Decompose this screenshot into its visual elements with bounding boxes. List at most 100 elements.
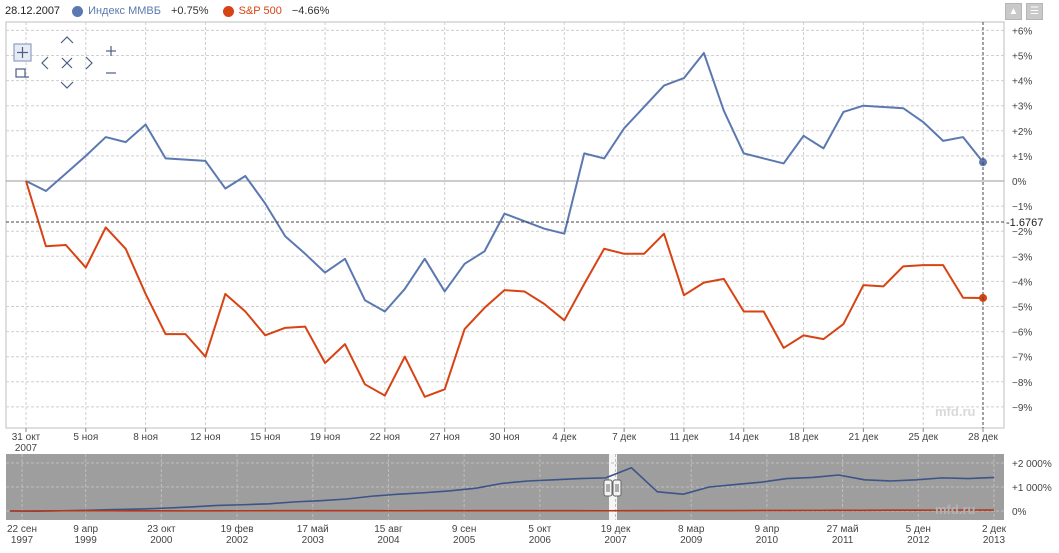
navigator-x-tick-label: 5 окт: [528, 524, 551, 535]
close-icon[interactable]: [61, 57, 73, 69]
navigator-x-tick-label: 2003: [302, 535, 325, 546]
navigator-x-tick-label: 19 дек: [601, 524, 631, 535]
legend-name-sp500: S&P 500: [238, 5, 282, 17]
navigator-y-axis: +2 000% +1 000% 0%: [1012, 459, 1052, 518]
x-tick-label: 12 ноя: [190, 432, 220, 443]
arrow-down-icon[interactable]: [60, 81, 74, 89]
series-line-0: [25, 51, 984, 313]
x-tick-label: 2007: [15, 443, 38, 454]
legend-change-moex: +0.75%: [170, 5, 209, 17]
navigator-series: [9, 467, 995, 513]
x-tick-label: 28 дек: [968, 432, 998, 443]
nav-controls: [13, 36, 116, 89]
legend-item-moex[interactable]: Индекс ММВБ +0.75%: [72, 5, 209, 17]
navigator-x-tick-label: 2012: [907, 535, 930, 546]
series-line-1: [25, 180, 984, 398]
x-tick-label: 21 дек: [849, 432, 879, 443]
arrow-left-icon[interactable]: [41, 56, 49, 70]
navigator-x-tick-label: 23 окт: [147, 524, 176, 535]
navigator-x-tick-label: 2009: [680, 535, 703, 546]
grid: [6, 22, 1004, 432]
y-tick-label: +1%: [1012, 152, 1032, 163]
x-tick-label: 31 окт: [12, 432, 41, 443]
y-tick-label: +2%: [1012, 127, 1032, 138]
y-tick-label: −5%: [1012, 303, 1032, 314]
y-tick-label: +4%: [1012, 77, 1032, 88]
navigator-series-line-0: [9, 467, 995, 513]
y-tick-label: −2%: [1012, 227, 1032, 238]
crosshair-label: -1.6767: [1006, 217, 1043, 229]
navigator-x-tick-label: 2007: [604, 535, 627, 546]
navigator-x-tick-label: 8 мар: [678, 524, 705, 535]
navigator-y-tick-label: 0%: [1012, 507, 1027, 518]
arrow-right-icon[interactable]: [85, 56, 93, 70]
navigator-x-tick-label: 2005: [453, 535, 476, 546]
y-tick-label: −4%: [1012, 277, 1032, 288]
legend-item-sp500[interactable]: S&P 500 −4.66%: [222, 5, 330, 17]
y-tick-label: −1%: [1012, 202, 1032, 213]
navigator-x-tick-label: 9 апр: [754, 524, 779, 535]
navigator-series-line-1: [9, 509, 995, 512]
x-tick-label: 4 дек: [552, 432, 577, 443]
x-tick-label: 25 дек: [908, 432, 938, 443]
y-tick-label: −6%: [1012, 328, 1032, 339]
navigator-y-tick-label: +2 000%: [1012, 459, 1052, 470]
navigator-y-tick-label: +1 000%: [1012, 483, 1052, 494]
navigator-x-tick-label: 15 авг: [374, 524, 403, 535]
x-tick-label: 11 дек: [669, 432, 699, 443]
legend-dot-sp500: [222, 5, 234, 17]
y-tick-label: +5%: [1012, 52, 1032, 63]
y-tick-label: +3%: [1012, 102, 1032, 113]
x-tick-label: 30 ноя: [489, 432, 519, 443]
x-tick-label: 22 ноя: [370, 432, 400, 443]
navigator-x-tick-label: 5 ден: [906, 524, 931, 535]
navigator-x-tick-label: 2013: [983, 535, 1006, 546]
legend-dot-moex: [72, 5, 84, 17]
x-tick-label: 8 ноя: [133, 432, 158, 443]
navigator-x-tick-label: 2004: [377, 535, 400, 546]
legend-change-sp500: −4.66%: [291, 5, 330, 17]
navigator-x-tick-label: 22 сен: [7, 524, 37, 535]
zoom-in-icon[interactable]: [106, 46, 116, 56]
y-tick-label: 0%: [1012, 177, 1027, 188]
x-tick-label: 15 ноя: [250, 432, 280, 443]
watermark: mfd.ru: [935, 404, 976, 419]
pin-icon[interactable]: ▲: [1005, 3, 1022, 20]
x-tick-label: 5 ноя: [73, 432, 98, 443]
navigator-x-tick-label: 9 сен: [452, 524, 476, 535]
navigator-handle[interactable]: [603, 479, 622, 497]
navigator-x-tick-label: 2 дек: [982, 524, 1007, 535]
navigator-x-tick-label: 2011: [832, 535, 854, 546]
legend-date: 28.12.2007: [5, 5, 61, 17]
y-tick-label: −8%: [1012, 378, 1032, 389]
x-tick-label: 7 дек: [612, 432, 637, 443]
navigator-x-tick-label: 2006: [529, 535, 552, 546]
navigator-x-tick-label: 19 фев: [221, 523, 254, 535]
y-axis: +6% +5% +4% +3% +2% +1% 0% −1% −2% −3% −4% −5% −6% −7…: [1012, 26, 1032, 413]
y-tick-label: +6%: [1012, 26, 1032, 37]
navigator-x-tick-label: 2000: [150, 535, 173, 546]
navigator-x-tick-label: 9 апр: [73, 524, 98, 535]
y-tick-label: −7%: [1012, 353, 1032, 364]
main-chart[interactable]: +6% +5% +4% +3% +2% +1% 0% −1% −2% −3% −4% −5% −6% −7…: [0, 0, 1059, 455]
menu-icon[interactable]: ☰: [1026, 3, 1043, 20]
y-tick-label: −3%: [1012, 252, 1032, 263]
chart-legend: 28.12.2007 Индекс ММВБ +0.75% S&P 500 −4…: [0, 0, 1059, 22]
navigator-watermark: mfd.ru: [935, 502, 976, 517]
arrow-up-icon[interactable]: [60, 36, 74, 44]
x-tick-label: 19 ноя: [310, 432, 340, 443]
x-tick-label: 18 дек: [789, 432, 819, 443]
navigator-x-tick-label: 1999: [75, 535, 98, 546]
reset-zoom-icon[interactable]: [15, 68, 29, 78]
x-tick-label: 14 дек: [729, 432, 759, 443]
chart-toolbar: ▲ ☰: [1005, 3, 1043, 20]
navigator-x-tick-label: 2002: [226, 535, 249, 546]
legend-name-moex: Индекс ММВБ: [88, 5, 161, 17]
navigator-x-tick-label: 1997: [11, 535, 34, 546]
move-icon[interactable]: [17, 47, 28, 58]
navigator-x-tick-label: 27 май: [827, 524, 859, 535]
x-tick-label: 27 ноя: [429, 432, 459, 443]
